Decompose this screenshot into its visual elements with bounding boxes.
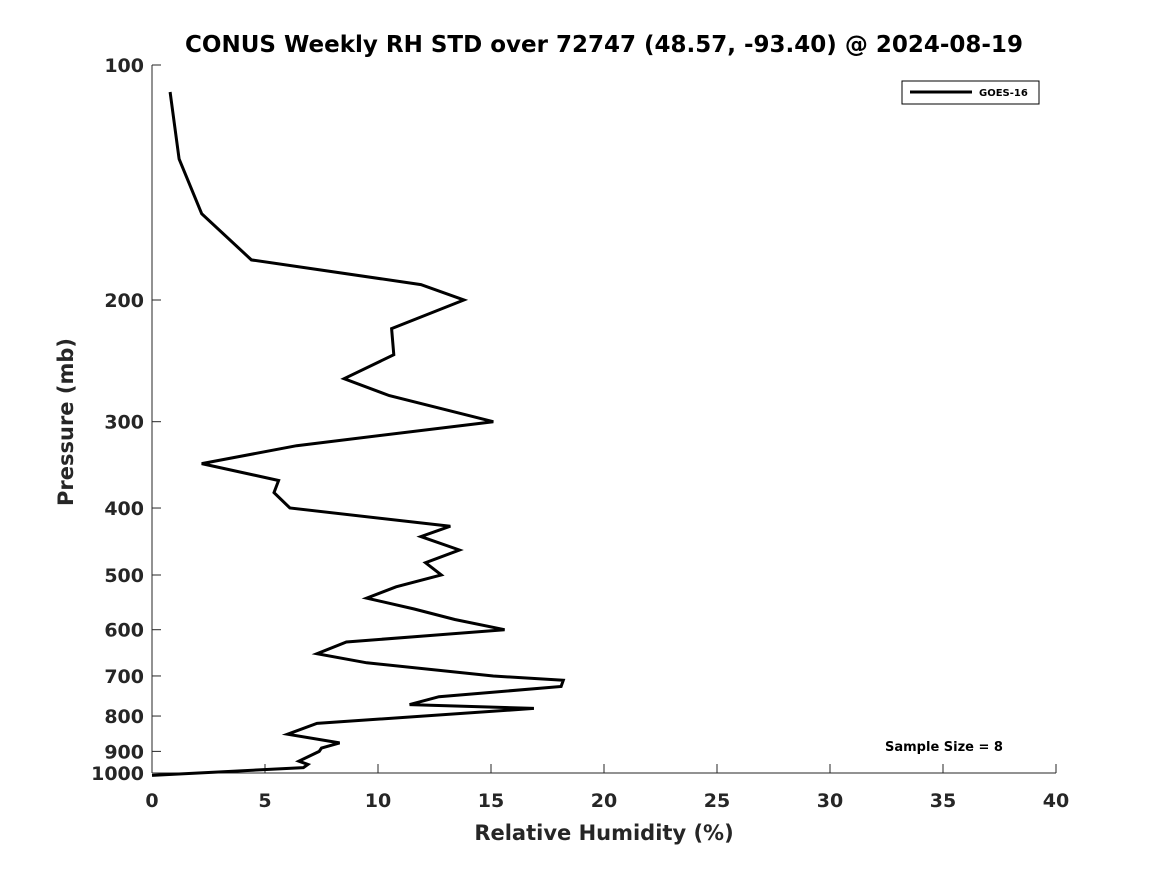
- y-tick-label-600: 600: [104, 620, 144, 642]
- x-tick-label-35: 35: [930, 790, 956, 812]
- legend-label-goes-16: GOES-16: [979, 88, 1028, 99]
- x-tick-label-30: 30: [817, 790, 843, 812]
- x-tick-label-5: 5: [258, 790, 271, 812]
- series-line-goes-16: [151, 91, 566, 777]
- y-tick-label-400: 400: [104, 498, 144, 520]
- x-tick-label-40: 40: [1043, 790, 1069, 812]
- x-tick-label-10: 10: [365, 790, 391, 812]
- x-axis-label: Relative Humidity (%): [474, 821, 733, 845]
- y-tick-label-900: 900: [104, 741, 144, 763]
- y-tick-label-800: 800: [104, 706, 144, 728]
- y-tick-label-300: 300: [104, 412, 144, 434]
- y-tick-label-1000: 1000: [91, 763, 144, 785]
- x-tick-label-15: 15: [478, 790, 504, 812]
- legend: GOES-16: [901, 80, 1040, 105]
- y-tick-label-500: 500: [104, 565, 144, 587]
- y-tick-label-200: 200: [104, 290, 144, 312]
- x-tick-label-25: 25: [704, 790, 730, 812]
- sample-size-annotation: Sample Size = 8: [885, 740, 1003, 755]
- chart-title: CONUS Weekly RH STD over 72747 (48.57, -…: [185, 32, 1023, 58]
- x-tick-label-0: 0: [145, 790, 158, 812]
- x-tick-label-20: 20: [591, 790, 617, 812]
- x-axis: 0 5 10 15 20 25 30 35 40: [145, 764, 1069, 812]
- y-axis-label: Pressure (mb): [54, 338, 78, 506]
- y-tick-label-700: 700: [104, 666, 144, 688]
- y-tick-label-100: 100: [104, 55, 144, 77]
